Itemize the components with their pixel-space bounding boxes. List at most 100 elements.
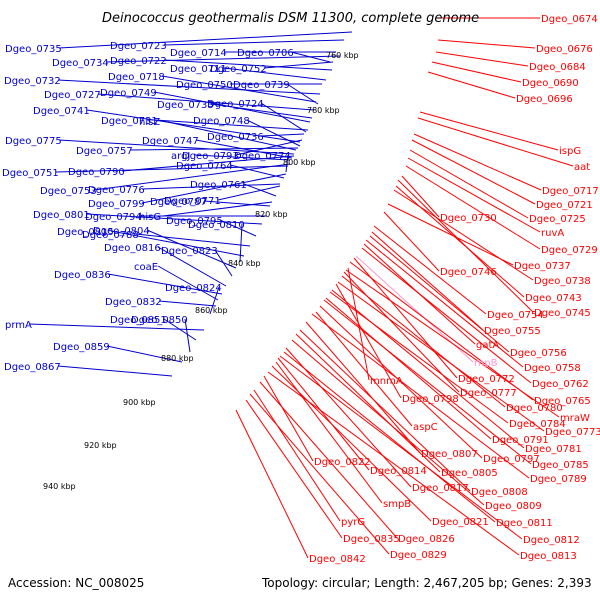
gene-label-right[interactable]: Dgeo_0780 bbox=[506, 403, 563, 414]
gene-label-left[interactable]: Dgeo_0810 bbox=[188, 220, 245, 231]
gene-label-right[interactable]: Dgeo_0785 bbox=[532, 460, 589, 471]
gene-label-right[interactable]: Dgeo_0807 bbox=[421, 449, 478, 460]
gene-label-right[interactable]: Dgeo_0835 bbox=[343, 534, 400, 545]
gene-label-left[interactable]: Dgeo_0787 bbox=[150, 197, 207, 208]
gene-label-right[interactable]: Dgeo_0773 bbox=[545, 427, 600, 438]
gene-label-left[interactable]: prmA bbox=[5, 320, 32, 331]
gene-label-left[interactable]: Dgeo_0748 bbox=[193, 116, 250, 127]
gene-label-right[interactable]: Dgeo_0829 bbox=[390, 550, 447, 561]
gene-label-left[interactable]: Dgeo_0718 bbox=[108, 72, 165, 83]
gene-label-right[interactable]: Dgeo_0842 bbox=[309, 554, 366, 565]
gene-label-left[interactable]: argJ bbox=[171, 151, 190, 162]
gene-label-left[interactable]: Dgeo_0764 bbox=[176, 161, 233, 172]
gene-label-left[interactable]: Dgeo_0859 bbox=[53, 342, 110, 353]
gene-label-left[interactable]: Dgeo_0753 bbox=[40, 186, 97, 197]
gene-label-left[interactable]: Dgeo_0731 bbox=[101, 116, 158, 127]
gene-label-left[interactable]: Dgeo_0750 bbox=[176, 80, 233, 91]
gene-label-left[interactable]: Dgeo_0741 bbox=[33, 106, 90, 117]
gene-label-right[interactable]: Dgeo_0811 bbox=[496, 518, 553, 529]
gene-label-right[interactable]: Dgeo_0755 bbox=[484, 326, 541, 337]
gene-label-left[interactable]: Dgeo_0722 bbox=[110, 56, 167, 67]
gene-label-left[interactable]: Dgeo_0850 bbox=[131, 315, 188, 326]
gene-label-left[interactable]: Dgeo_0824 bbox=[165, 283, 222, 294]
gene-label-right[interactable]: Dgeo_0729 bbox=[541, 245, 598, 256]
gene-label-right[interactable]: Dgeo_0812 bbox=[523, 535, 580, 546]
gene-label-right[interactable]: Dgeo_0737 bbox=[514, 261, 571, 272]
gene-label-right[interactable]: ispG bbox=[559, 146, 581, 157]
gene-label-left[interactable]: Dgeo_0734 bbox=[52, 58, 109, 69]
gene-label-right[interactable]: aspC bbox=[413, 422, 438, 433]
gene-label-left[interactable]: Dgeo_0724 bbox=[207, 99, 264, 110]
gene-label-right[interactable]: Dgeo_0745 bbox=[534, 308, 591, 319]
gene-label-right[interactable]: Dgeo_0809 bbox=[485, 501, 542, 512]
gene-label-right[interactable]: Dgeo_0696 bbox=[516, 94, 573, 105]
gene-label-left[interactable]: Dgeo_0795 bbox=[166, 216, 223, 227]
gene-label-right[interactable]: smpB bbox=[383, 499, 411, 510]
gene-label-right[interactable]: Dgeo_0814 bbox=[370, 466, 427, 477]
gene-label-left[interactable]: Dgeo_0706 bbox=[237, 48, 294, 59]
gene-label-right[interactable]: Dgeo_0781 bbox=[525, 444, 582, 455]
gene-label-left[interactable]: Dgeo_0723 bbox=[110, 41, 167, 52]
gene-label-left[interactable]: Dgeo_0832 bbox=[105, 297, 162, 308]
gene-label-left[interactable]: Dgeo_0776 bbox=[88, 185, 145, 196]
gene-label-right[interactable]: Dgeo_0784 bbox=[509, 419, 566, 430]
gene-label-right[interactable]: Dgeo_0772 bbox=[458, 374, 515, 385]
gene-label-left[interactable]: Dgeo_0823 bbox=[161, 246, 218, 257]
gene-label-right[interactable]: aat bbox=[574, 162, 590, 173]
gene-label-left[interactable]: Dgeo_0775 bbox=[5, 136, 62, 147]
gene-label-right[interactable]: Dgeo_0798 bbox=[402, 394, 459, 405]
gene-label-right[interactable]: Dgeo_0813 bbox=[520, 551, 577, 562]
gene-label-right[interactable]: Dgeo_0777 bbox=[460, 388, 517, 399]
gene-label-right[interactable]: Dgeo_0746 bbox=[440, 267, 497, 278]
gene-label-left[interactable]: Dgeo_0867 bbox=[4, 362, 61, 373]
gene-label-right[interactable]: Dgeo_0690 bbox=[522, 78, 579, 89]
gene-label-left[interactable]: Dgeo_0771 bbox=[164, 196, 221, 207]
gene-label-left[interactable]: Dgeo_0749 bbox=[100, 88, 157, 99]
gene-label-left[interactable]: Dgeo_0735 bbox=[5, 44, 62, 55]
gene-label-right[interactable]: Dgeo_0754 bbox=[487, 310, 544, 321]
gene-label-left[interactable]: Dgeo_0751 bbox=[2, 168, 59, 179]
gene-label-left[interactable]: Dgeo_0790 bbox=[68, 167, 125, 178]
gene-label-right[interactable]: Dgeo_0717 bbox=[542, 186, 599, 197]
gene-label-left[interactable]: Dgeo_0727 bbox=[44, 90, 101, 101]
gene-label-left[interactable]: Dgeo_0736 bbox=[207, 132, 264, 143]
gene-label-right[interactable]: gatA bbox=[476, 340, 499, 351]
gene-label-left[interactable]: Dgeo_0711 bbox=[170, 64, 227, 75]
gene-label-left[interactable]: Dgeo_0774 bbox=[234, 151, 291, 162]
gene-label-right[interactable]: Dgeo_0756 bbox=[510, 348, 567, 359]
gene-label-left[interactable]: Dgeo_0732 bbox=[4, 76, 61, 87]
gene-label-right[interactable]: Dgeo_0743 bbox=[525, 293, 582, 304]
gene-label-right[interactable]: Dgeo_0762 bbox=[532, 379, 589, 390]
gene-label-left[interactable]: Dgeo_0801 bbox=[33, 210, 90, 221]
gene-label-right[interactable]: Dgeo_0797 bbox=[483, 454, 540, 465]
gene-label-right[interactable]: Dgeo_0758 bbox=[524, 363, 581, 374]
gene-label-right[interactable]: Dgeo_0808 bbox=[471, 487, 528, 498]
gene-label-left[interactable]: hisG bbox=[139, 212, 161, 223]
gene-label-right[interactable]: rnpB bbox=[474, 358, 498, 369]
gene-label-left[interactable]: Dgeo_0851 bbox=[110, 315, 167, 326]
gene-label-right[interactable]: Dgeo_0684 bbox=[529, 62, 586, 73]
gene-label-left[interactable]: Dgeo_0815 bbox=[57, 227, 114, 238]
gene-label-left[interactable]: Dgeo_0733 bbox=[157, 100, 214, 111]
gene-label-left[interactable]: Dgeo_0788 bbox=[82, 230, 139, 241]
gene-label-right[interactable]: Dgeo_0817 bbox=[412, 483, 469, 494]
gene-label-right[interactable]: Dgeo_0725 bbox=[529, 214, 586, 225]
gene-label-right[interactable]: Dgeo_0822 bbox=[314, 457, 371, 468]
gene-label-right[interactable]: mnmA bbox=[370, 376, 403, 387]
gene-label-right[interactable]: Dgeo_0676 bbox=[536, 44, 593, 55]
gene-label-right[interactable]: Dgeo_0826 bbox=[398, 534, 455, 545]
gene-label-left[interactable]: Dgeo_0757 bbox=[76, 146, 133, 157]
gene-label-right[interactable]: Dgeo_0674 bbox=[541, 14, 598, 25]
gene-label-right[interactable]: Dgeo_0738 bbox=[534, 276, 591, 287]
gene-label-right[interactable]: Dgeo_0789 bbox=[530, 474, 587, 485]
gene-label-left[interactable]: Dgeo_0794 bbox=[85, 212, 142, 223]
gene-label-left[interactable]: Dgeo_0816 bbox=[104, 243, 161, 254]
gene-label-right[interactable]: Dgeo_0730 bbox=[440, 213, 497, 224]
gene-label-right[interactable]: Dgeo_0805 bbox=[441, 468, 498, 479]
gene-label-left[interactable]: Dgeo_0799 bbox=[88, 199, 145, 210]
gene-label-left[interactable]: Dgeo_0836 bbox=[54, 270, 111, 281]
gene-label-right[interactable]: pyrG bbox=[341, 517, 365, 528]
gene-label-right[interactable]: mraW bbox=[560, 413, 590, 424]
gene-label-right[interactable]: Dgeo_0765 bbox=[534, 396, 591, 407]
gene-label-right[interactable]: Dgeo_0791 bbox=[492, 435, 549, 446]
